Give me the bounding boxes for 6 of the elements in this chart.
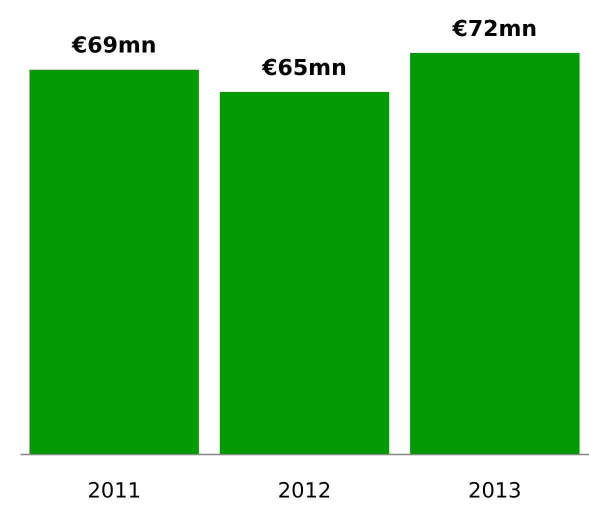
x-tick-label: 2013 [468, 478, 522, 502]
data-label: €69mn [70, 34, 156, 59]
x-tick-label: 2012 [278, 478, 332, 502]
data-label: €72mn [452, 17, 538, 42]
data-label: €65mn [261, 56, 347, 81]
x-tick-label: 2011 [87, 478, 141, 502]
